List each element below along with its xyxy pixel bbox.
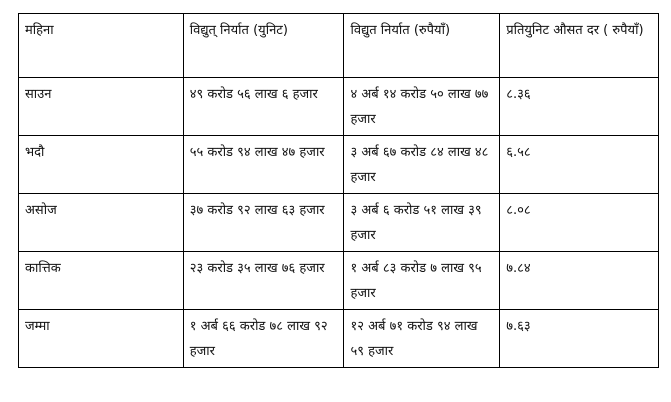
cell-month: असोज bbox=[18, 193, 184, 252]
header-row: महिना विद्युत् निर्यात (युनिट) विद्युत न… bbox=[18, 13, 659, 78]
cell-rupees: ३ अर्ब ६ करोड ५१ लाख ३९ हजार bbox=[343, 193, 501, 252]
cell-month: साउन bbox=[18, 77, 184, 136]
table-row: साउन ४९ करोड ५६ लाख ६ हजार ४ अर्ब १४ करो… bbox=[18, 77, 659, 136]
cell-units: १ अर्ब ६६ करोड ७८ लाख ९२ हजार bbox=[182, 309, 345, 368]
cell-units: ४९ करोड ५६ लाख ६ हजार bbox=[182, 77, 345, 136]
table-row: भदौ ५५ करोड ९४ लाख ४७ हजार ३ अर्ब ६७ करो… bbox=[18, 135, 659, 194]
cell-rupees: १२ अर्ब ७१ करोड ९४ लाख ५९ हजार bbox=[343, 309, 501, 368]
cell-rate: ८.०८ bbox=[499, 193, 659, 252]
cell-units: ५५ करोड ९४ लाख ४७ हजार bbox=[182, 135, 345, 194]
total-row: जम्मा १ अर्ब ६६ करोड ७८ लाख ९२ हजार १२ अ… bbox=[18, 309, 659, 368]
header-export-rupees: विद्युत निर्यात (रुपैयाँ) bbox=[343, 13, 501, 78]
electricity-export-table: महिना विद्युत् निर्यात (युनिट) विद्युत न… bbox=[18, 13, 659, 368]
cell-rate: ७.८४ bbox=[499, 251, 659, 310]
cell-rupees: ४ अर्ब १४ करोड ५० लाख ७७ हजार bbox=[343, 77, 501, 136]
cell-rupees: ३ अर्ब ६७ करोड ८४ लाख ४८ हजार bbox=[343, 135, 501, 194]
cell-rate: ७.६३ bbox=[499, 309, 659, 368]
table-row: कात्तिक २३ करोड ३५ लाख ७६ हजार १ अर्ब ८३… bbox=[18, 251, 659, 310]
cell-month: भदौ bbox=[18, 135, 184, 194]
cell-units: २३ करोड ३५ लाख ७६ हजार bbox=[182, 251, 345, 310]
cell-rate: ६.५८ bbox=[499, 135, 659, 194]
header-export-units: विद्युत् निर्यात (युनिट) bbox=[182, 13, 345, 78]
header-average-rate: प्रतियुनिट औसत दर ( रुपैयाँ) bbox=[499, 13, 659, 78]
cell-units: ३७ करोड ९२ लाख ६३ हजार bbox=[182, 193, 345, 252]
cell-month: कात्तिक bbox=[18, 251, 184, 310]
cell-month: जम्मा bbox=[18, 309, 184, 368]
cell-rupees: १ अर्ब ८३ करोड ७ लाख ९५ हजार bbox=[343, 251, 501, 310]
table-row: असोज ३७ करोड ९२ लाख ६३ हजार ३ अर्ब ६ करो… bbox=[18, 193, 659, 252]
header-month: महिना bbox=[18, 13, 184, 78]
cell-rate: ८.३६ bbox=[499, 77, 659, 136]
